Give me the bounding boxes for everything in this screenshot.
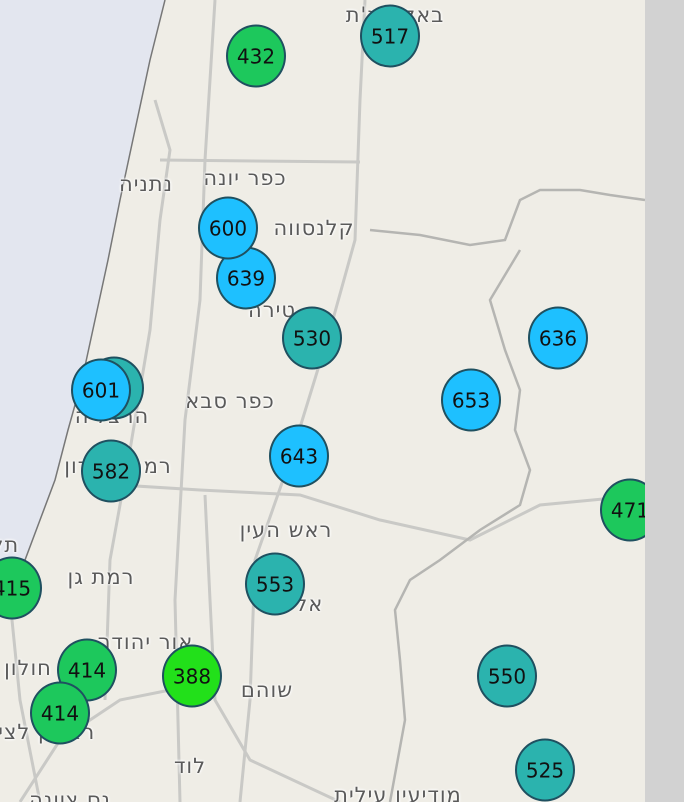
cluster-marker[interactable]: 582 xyxy=(81,439,141,503)
place-label: ראש העין xyxy=(239,518,333,542)
place-label: כפר יונה xyxy=(203,166,287,190)
coastline xyxy=(0,0,166,571)
sea xyxy=(0,0,165,570)
cluster-marker[interactable]: 471 xyxy=(600,478,645,542)
cluster-marker[interactable]: 643 xyxy=(269,424,329,488)
cluster-marker[interactable]: 550 xyxy=(477,644,537,708)
place-label: שוהם xyxy=(240,678,294,702)
cluster-marker[interactable]: 530 xyxy=(282,306,342,370)
cluster-marker[interactable]: 553 xyxy=(245,552,305,616)
place-label: נתניה xyxy=(118,172,174,196)
cluster-marker[interactable]: 636 xyxy=(528,306,588,370)
cluster-marker[interactable]: 517 xyxy=(360,4,420,68)
place-label: חולון xyxy=(4,656,52,680)
place-label: נס ציונה xyxy=(29,788,111,802)
place-label: רמת גן xyxy=(67,565,135,589)
cluster-marker[interactable]: 653 xyxy=(441,368,501,432)
cluster-marker[interactable]: 601 xyxy=(71,358,131,422)
cluster-marker[interactable]: 525 xyxy=(515,738,575,802)
side-panel-edge xyxy=(645,0,684,802)
map-base xyxy=(0,0,645,802)
place-label: כפר סבא xyxy=(185,389,275,413)
place-label: מודיעין עילית xyxy=(334,783,462,802)
cluster-marker[interactable]: 600 xyxy=(198,196,258,260)
cluster-marker[interactable]: 414 xyxy=(30,681,90,745)
cluster-marker[interactable]: 388 xyxy=(162,644,222,708)
place-label: תל אביב xyxy=(0,533,20,557)
green-line-border xyxy=(369,188,645,802)
place-label: לוד xyxy=(173,754,207,778)
cluster-marker[interactable]: 432 xyxy=(226,24,286,88)
place-label: קלנסווה xyxy=(273,216,355,240)
